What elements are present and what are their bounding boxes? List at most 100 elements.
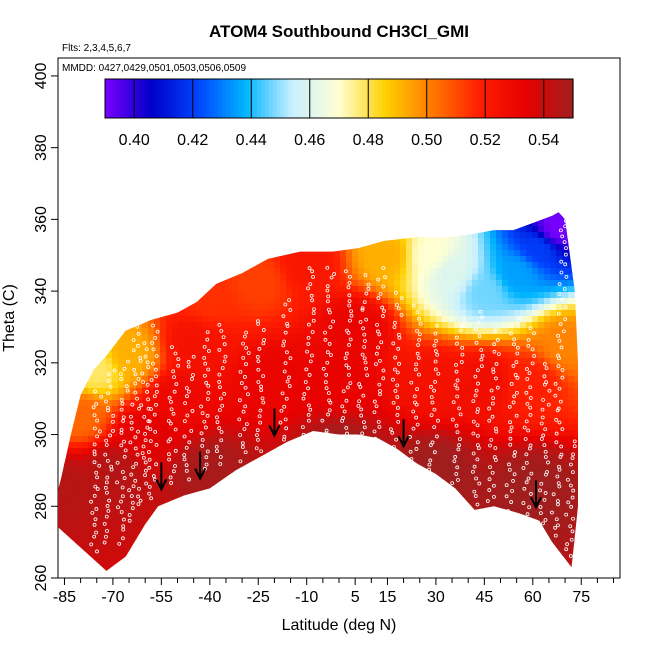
field-cell	[316, 340, 323, 347]
field-cell	[196, 358, 203, 365]
field-cell	[298, 550, 305, 557]
field-cell	[382, 556, 389, 563]
field-cell	[376, 256, 383, 263]
field-cell	[358, 418, 365, 425]
field-cell	[226, 118, 233, 125]
field-cell	[220, 190, 227, 197]
field-cell	[184, 118, 191, 125]
field-cell	[166, 520, 173, 527]
field-cell	[160, 292, 167, 299]
field-cell	[388, 238, 395, 245]
field-cell	[340, 130, 347, 137]
field-cell	[238, 394, 245, 401]
field-cell	[130, 568, 137, 571]
field-cell	[58, 430, 65, 437]
field-cell	[94, 328, 101, 335]
field-cell	[172, 454, 179, 461]
field-cell	[184, 202, 191, 209]
field-cell	[214, 496, 221, 503]
field-cell	[112, 526, 119, 533]
field-cell	[106, 568, 113, 571]
field-cell	[94, 184, 101, 191]
field-cell	[130, 226, 137, 233]
field-cell	[118, 430, 125, 437]
field-cell	[220, 352, 227, 359]
field-cell	[358, 274, 365, 281]
field-cell	[280, 280, 287, 287]
field-cell	[58, 124, 65, 131]
field-cell	[220, 124, 227, 131]
field-cell	[238, 322, 245, 329]
field-cell	[268, 244, 275, 251]
field-cell	[214, 400, 221, 407]
field-cell	[76, 184, 83, 191]
field-cell	[358, 502, 365, 509]
field-cell	[370, 220, 377, 227]
field-cell	[64, 340, 71, 347]
field-cell	[220, 304, 227, 311]
field-cell	[370, 532, 377, 539]
field-cell	[310, 544, 317, 551]
field-cell	[280, 70, 287, 77]
field-cell	[364, 418, 371, 425]
field-cell	[70, 100, 77, 107]
field-cell	[238, 502, 245, 509]
field-cell	[238, 418, 245, 425]
field-cell	[214, 268, 221, 275]
field-cell	[160, 478, 167, 485]
field-cell	[130, 166, 137, 173]
field-cell	[76, 346, 83, 353]
field-cell	[262, 526, 269, 533]
field-cell	[160, 502, 167, 509]
field-cell	[100, 328, 107, 335]
field-cell	[142, 256, 149, 263]
field-cell	[352, 352, 359, 359]
field-cell	[106, 316, 113, 323]
field-cell	[202, 268, 209, 275]
field-cell	[76, 316, 83, 323]
field-cell	[286, 292, 293, 299]
field-cell	[388, 406, 395, 413]
field-cell	[394, 202, 401, 209]
field-cell	[388, 490, 395, 497]
field-cell	[370, 256, 377, 263]
field-cell	[238, 436, 245, 443]
field-cell	[370, 196, 377, 203]
field-cell	[166, 118, 173, 125]
field-cell	[226, 328, 233, 335]
field-cell	[268, 502, 275, 509]
field-cell	[298, 544, 305, 551]
field-cell	[328, 256, 335, 263]
field-cell	[388, 532, 395, 539]
field-cell	[148, 178, 155, 185]
field-cell	[346, 454, 353, 461]
field-cell	[292, 304, 299, 311]
field-cell	[280, 238, 287, 245]
field-cell	[370, 514, 377, 521]
field-cell	[256, 286, 263, 293]
field-cell	[118, 562, 125, 569]
field-cell	[268, 136, 275, 143]
field-cell	[220, 436, 227, 443]
field-cell	[358, 448, 365, 455]
field-cell	[382, 568, 389, 571]
field-cell	[376, 310, 383, 317]
field-cell	[346, 520, 353, 527]
field-cell	[370, 274, 377, 281]
field-cell	[148, 502, 155, 509]
field-cell	[142, 250, 149, 257]
field-cell	[250, 346, 257, 353]
field-cell	[304, 160, 311, 167]
field-cell	[142, 226, 149, 233]
field-cell	[148, 268, 155, 275]
field-cell	[382, 244, 389, 251]
field-cell	[304, 544, 311, 551]
field-cell	[346, 226, 353, 233]
field-cell	[382, 388, 389, 395]
field-cell	[364, 328, 371, 335]
field-cell	[262, 352, 269, 359]
field-cell	[112, 412, 119, 419]
field-cell	[376, 226, 383, 233]
field-cell	[118, 232, 125, 239]
